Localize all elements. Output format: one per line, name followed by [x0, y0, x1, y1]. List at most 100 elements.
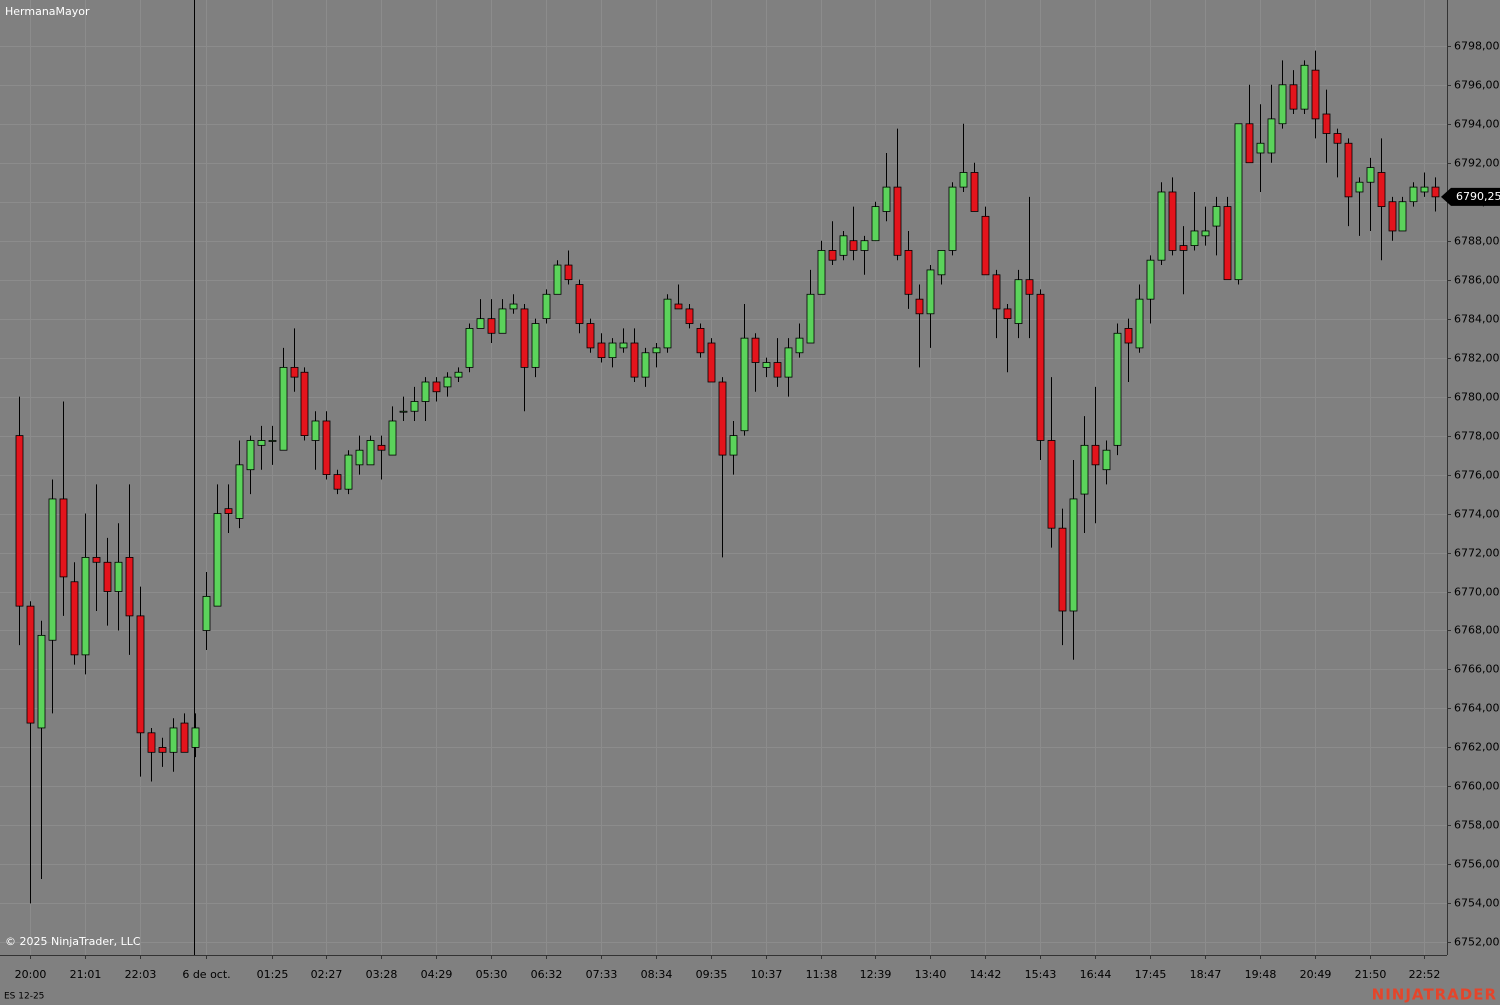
candle-body: [37, 634, 46, 729]
candle-body: [191, 727, 200, 748]
candle-body: [1135, 298, 1144, 349]
candle-body: [377, 444, 386, 451]
candle-body: [806, 293, 815, 344]
candle-body: [1355, 181, 1364, 193]
candle-body: [498, 308, 507, 334]
grid: [0, 0, 1447, 955]
candle-body: [454, 371, 463, 378]
candle-body: [1245, 123, 1254, 164]
candle-body: [608, 342, 617, 359]
candle-body: [476, 318, 485, 329]
candle-body: [542, 293, 551, 320]
candle-body: [509, 303, 518, 310]
candle-body: [344, 454, 353, 490]
x-tick-label: 20:49: [1300, 968, 1332, 981]
candle-body: [1025, 279, 1034, 295]
last-price-label: 6790,25: [1456, 190, 1500, 203]
x-tick-label: 16:44: [1080, 968, 1112, 981]
x-tick-label: 17:45: [1135, 968, 1167, 981]
x-tick-label: 18:47: [1190, 968, 1222, 981]
y-tick-label: 6770,00: [1454, 586, 1500, 599]
candle-body: [992, 274, 1001, 310]
candle-body: [520, 308, 529, 368]
candle-body: [564, 264, 573, 281]
candle-body: [48, 498, 57, 641]
candle-body: [619, 342, 628, 349]
x-tick-label: 22:03: [125, 968, 157, 981]
candle-body: [136, 615, 145, 734]
candle-body: [180, 722, 189, 753]
candle-body: [1278, 84, 1287, 125]
candle-body: [641, 352, 650, 378]
candle-body: [1256, 142, 1265, 154]
candle-body: [652, 347, 661, 354]
x-tick-label: 22:52: [1409, 968, 1441, 981]
candle-body: [92, 557, 101, 563]
y-tick-label: 6786,00: [1454, 274, 1500, 287]
chart-title: HermanaMayor: [5, 5, 90, 18]
candle-body: [674, 303, 683, 310]
y-tick-label: 6758,00: [1454, 819, 1500, 832]
candle-body: [630, 342, 639, 378]
y-tick-label: 6784,00: [1454, 313, 1500, 326]
last-price-box: [1441, 187, 1500, 206]
candle-body: [959, 172, 968, 188]
y-tick-label: 6792,00: [1454, 157, 1500, 170]
candle-body: [553, 264, 562, 295]
x-tick-label: 09:35: [696, 968, 728, 981]
candle-body: [1014, 279, 1023, 324]
candle-body: [839, 235, 848, 256]
candle-body: [531, 323, 540, 368]
candle-body: [1003, 308, 1012, 320]
candle-body: [1036, 293, 1045, 441]
candle-body: [1058, 527, 1067, 612]
candle-body: [443, 376, 452, 388]
candle-body: [1157, 191, 1166, 261]
candle-body: [103, 561, 112, 592]
y-tick-label: 6754,00: [1454, 897, 1500, 910]
candles: [15, 50, 1440, 904]
candle-body: [125, 557, 134, 617]
y-tick-label: 6778,00: [1454, 430, 1500, 443]
candle-body: [828, 250, 837, 261]
candle-body: [300, 371, 309, 436]
y-tick-label: 6756,00: [1454, 858, 1500, 871]
y-tick-label: 6760,00: [1454, 780, 1500, 793]
x-tick-label: 21:01: [70, 968, 102, 981]
x-tick-label: 6 de oct.: [182, 968, 230, 981]
candle-body: [1091, 444, 1100, 466]
candle-body: [597, 342, 606, 359]
candle-body: [15, 435, 24, 607]
candle-body: [246, 440, 255, 471]
candle-body: [1168, 191, 1177, 251]
instrument: ES 12-25: [4, 992, 44, 1002]
candle-body: [970, 172, 979, 212]
x-tick-label: 15:43: [1025, 968, 1057, 981]
candle-body: [762, 362, 771, 368]
candle-body: [366, 440, 375, 466]
candle-body: [1398, 201, 1407, 232]
candle-body: [904, 250, 913, 295]
candle-body: [849, 240, 858, 251]
x-tick-label: 20:00: [15, 968, 47, 981]
candle-body: [1289, 84, 1298, 110]
candle-body: [1113, 332, 1122, 446]
watermark: NINJATRADER: [1372, 986, 1497, 1004]
candle-body: [70, 581, 79, 656]
candle-body: [696, 328, 705, 354]
x-tick-label: 01:25: [257, 968, 289, 981]
candle-body: [235, 464, 244, 519]
candle-body: [893, 186, 902, 256]
y-tick-label: 6766,00: [1454, 663, 1500, 676]
candle-body: [1377, 172, 1386, 207]
candle-body: [1234, 123, 1243, 281]
x-tick-label: 12:39: [860, 968, 892, 981]
candle-body: [718, 381, 727, 456]
candle-body: [795, 337, 804, 354]
y-tick-label: 6752,00: [1454, 936, 1500, 949]
y-tick-label: 6768,00: [1454, 624, 1500, 637]
y-tick-label: 6794,00: [1454, 118, 1500, 131]
y-tick-label: 6774,00: [1454, 508, 1500, 521]
candle-body: [465, 328, 474, 368]
candle-body: [1124, 328, 1133, 344]
